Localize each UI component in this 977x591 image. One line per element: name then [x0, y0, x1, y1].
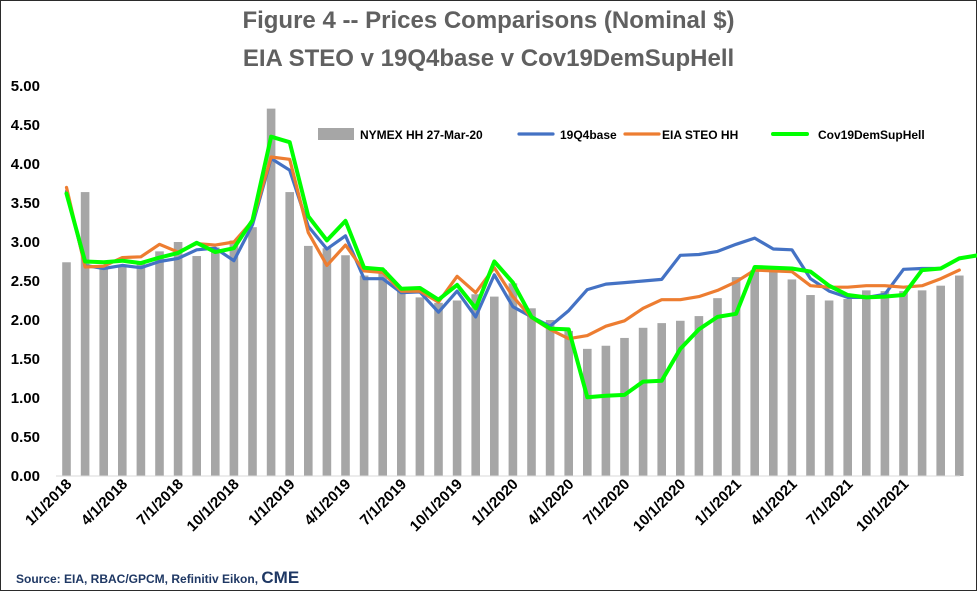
bar-32	[657, 323, 666, 476]
bar-10	[248, 227, 257, 476]
bar-6	[173, 242, 183, 476]
bar-44	[880, 291, 890, 476]
bar-2	[99, 267, 108, 476]
bar-39	[787, 279, 797, 476]
y-tick-label: 3.50	[11, 195, 40, 212]
x-tick-label: 7/1/2018	[134, 476, 187, 529]
bar-7	[192, 256, 201, 476]
y-tick-label: 1.00	[11, 390, 40, 407]
x-tick-label: 4/1/2019	[301, 476, 354, 529]
legend: NYMEX HH 27-Mar-20 19Q4base EIA STEO HH Cov…	[318, 128, 925, 142]
x-tick-label: 1/1/2021	[692, 476, 745, 529]
bar-24	[508, 283, 518, 476]
legend-label-1: 19Q4base	[560, 128, 617, 142]
bar-31	[638, 327, 648, 476]
x-tick-label: 10/1/2021	[853, 476, 912, 535]
series-line-2	[64, 134, 977, 400]
bar-45	[899, 291, 908, 476]
series-line-1	[64, 155, 961, 341]
x-tick-label: 10/1/2019	[407, 476, 466, 535]
bar-4	[136, 263, 146, 476]
bar-12	[285, 192, 294, 476]
x-tick-label: 7/1/2020	[580, 476, 633, 529]
bar-33	[676, 320, 685, 476]
bar-34	[694, 316, 704, 476]
bar-series	[62, 108, 964, 477]
bar-19	[415, 297, 425, 476]
source-cme: CME	[261, 568, 300, 587]
y-tick-label: 2.00	[11, 312, 40, 329]
bar-22	[471, 294, 480, 476]
bar-23	[490, 296, 499, 476]
bar-35	[713, 298, 722, 476]
x-tick-label: 10/1/2020	[630, 476, 689, 535]
x-tick-label: 7/1/2019	[357, 476, 410, 529]
bar-25	[527, 308, 536, 476]
y-tick-label: 1.50	[11, 351, 40, 368]
bar-38	[769, 271, 778, 476]
bar-28	[583, 348, 592, 476]
bar-37	[750, 270, 759, 476]
x-tick-label: 4/1/2021	[747, 476, 800, 529]
bar-3	[118, 265, 127, 476]
bar-46	[917, 290, 927, 476]
bar-15	[341, 255, 350, 476]
bar-43	[862, 290, 871, 476]
x-tick-label: 4/1/2020	[524, 476, 577, 529]
series-line-0	[64, 156, 961, 328]
bar-48	[955, 275, 964, 476]
bar-27	[564, 330, 573, 476]
x-tick-label: 10/1/2018	[184, 476, 243, 535]
bar-11	[266, 108, 276, 477]
y-tick-label: 0.00	[11, 468, 40, 485]
legend-swatch-bar	[318, 128, 354, 140]
bar-42	[843, 298, 852, 476]
y-tick-label: 0.50	[11, 429, 40, 446]
bar-14	[322, 248, 332, 476]
bar-21	[452, 300, 462, 476]
bar-26	[545, 320, 555, 476]
bar-18	[397, 288, 406, 476]
bar-1	[80, 192, 90, 476]
source-text: Source: EIA, RBAC/GPCM, Refinitiv Eikon,	[16, 572, 259, 586]
bar-30	[620, 337, 629, 476]
bar-36	[731, 277, 741, 476]
legend-label-3: Cov19DemSupHell	[818, 128, 925, 142]
line-series	[64, 134, 977, 400]
y-tick-label: 3.00	[11, 234, 40, 251]
x-tick-label: 1/1/2019	[245, 476, 298, 529]
source-note: Source: EIA, RBAC/GPCM, Refinitiv Eikon,…	[16, 568, 299, 588]
bar-40	[806, 295, 815, 476]
x-tick-label: 1/1/2020	[468, 476, 521, 529]
bar-17	[378, 270, 387, 476]
y-tick-label: 5.00	[11, 78, 40, 95]
y-tick-label: 4.00	[11, 156, 40, 173]
bar-41	[824, 300, 834, 476]
axes: 0.00 0.50 1.00 1.50 2.00 2.50 3.00 3.50 4.00 4.50…	[11, 78, 960, 535]
y-tick-label: 2.50	[11, 273, 40, 290]
chart-title-line-1: Figure 4 -- Prices Comparisons (Nominal …	[242, 7, 735, 34]
bar-0	[62, 262, 71, 476]
x-tick-label: 4/1/2018	[78, 476, 131, 529]
bar-47	[936, 285, 945, 476]
bar-16	[359, 275, 369, 476]
chart-title-line-2: EIA STEO v 19Q4base v Cov19DemSupHell	[242, 45, 735, 72]
bar-13	[304, 245, 313, 476]
bar-20	[434, 302, 443, 476]
bar-29	[601, 345, 611, 476]
bar-9	[229, 240, 239, 476]
legend-label-2: EIA STEO HH	[662, 128, 738, 142]
y-tick-label: 4.50	[11, 117, 40, 134]
x-tick-label: 7/1/2021	[803, 476, 856, 529]
bar-8	[211, 247, 220, 476]
bar-5	[155, 251, 164, 476]
legend-label-0: NYMEX HH 27-Mar-20	[360, 128, 483, 142]
